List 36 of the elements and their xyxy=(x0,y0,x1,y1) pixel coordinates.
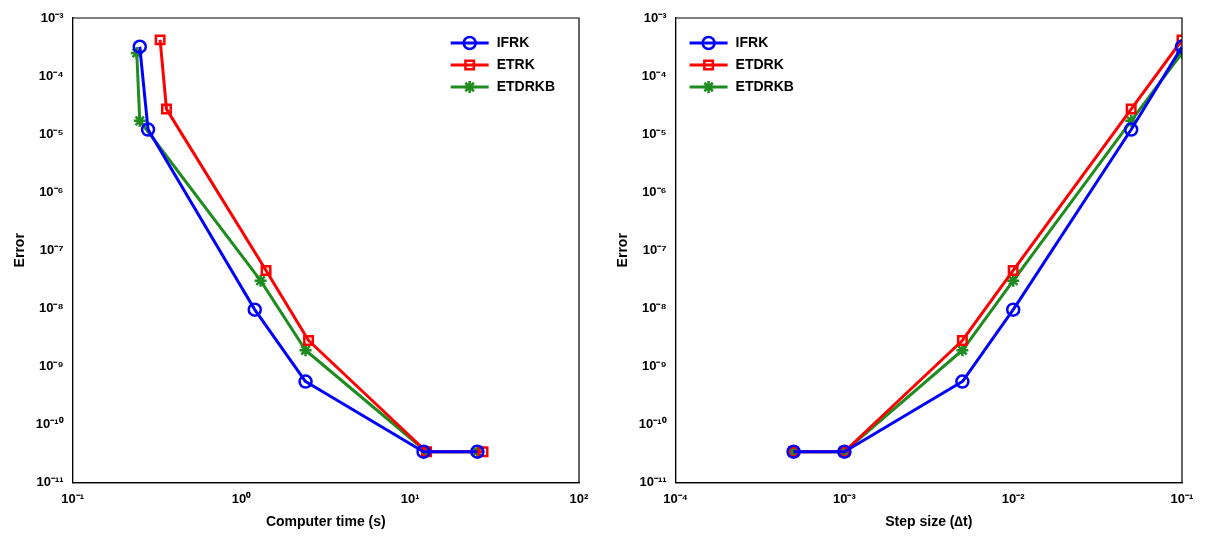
y-tick-label: 10⁻⁴ xyxy=(641,67,667,83)
x-tick-label: 10⁻³ xyxy=(832,490,857,506)
x-tick-label: 10⁻⁴ xyxy=(663,490,689,506)
y-axis-title: Error xyxy=(614,232,631,268)
y-tick-label: 10⁻³ xyxy=(40,9,65,25)
y-tick-label: 10⁻¹¹ xyxy=(36,474,64,490)
y-tick-label: 10⁻⁶ xyxy=(39,183,64,199)
x-axis-title: Computer time (s) xyxy=(265,513,386,530)
y-tick-label: 10⁻¹⁰ xyxy=(638,416,667,432)
legend-label: ETDRKB xyxy=(496,77,556,94)
x-tick-label: 10⁻¹ xyxy=(61,490,84,506)
legend-label: IFRK xyxy=(735,33,769,50)
y-tick-label: 10⁻⁵ xyxy=(642,125,667,141)
y-tick-label: 10⁻⁸ xyxy=(38,299,64,315)
y-tick-label: 10⁻⁸ xyxy=(641,299,667,315)
y-tick-label: 10⁻⁹ xyxy=(641,358,667,374)
legend-label: ETDRK xyxy=(735,55,784,72)
y-tick-label: 10⁻¹¹ xyxy=(639,474,667,490)
x-tick-label: 10⁻² xyxy=(1001,490,1026,506)
y-tick-label: 10⁻⁵ xyxy=(39,125,64,141)
x-axis-title: Step size (∆t) xyxy=(885,513,973,530)
x-tick-label: 10² xyxy=(569,490,590,506)
x-tick-label: 10⁰ xyxy=(231,490,252,506)
y-tick-label: 10⁻⁹ xyxy=(38,358,64,374)
legend-label: IFRK xyxy=(496,33,530,50)
y-tick-label: 10⁻¹⁰ xyxy=(35,416,64,432)
y-axis-title: Error xyxy=(11,232,28,268)
x-tick-label: 10⁻¹ xyxy=(1170,490,1194,506)
y-tick-label: 10⁻⁴ xyxy=(38,67,64,83)
legend-label: ETRK xyxy=(496,55,535,72)
x-tick-label: 10¹ xyxy=(400,490,420,506)
y-tick-label: 10⁻⁷ xyxy=(39,241,64,257)
y-tick-label: 10⁻³ xyxy=(643,9,668,25)
legend-label: ETDRKB xyxy=(735,77,794,94)
y-tick-label: 10⁻⁷ xyxy=(642,241,667,257)
y-tick-label: 10⁻⁶ xyxy=(642,183,667,199)
